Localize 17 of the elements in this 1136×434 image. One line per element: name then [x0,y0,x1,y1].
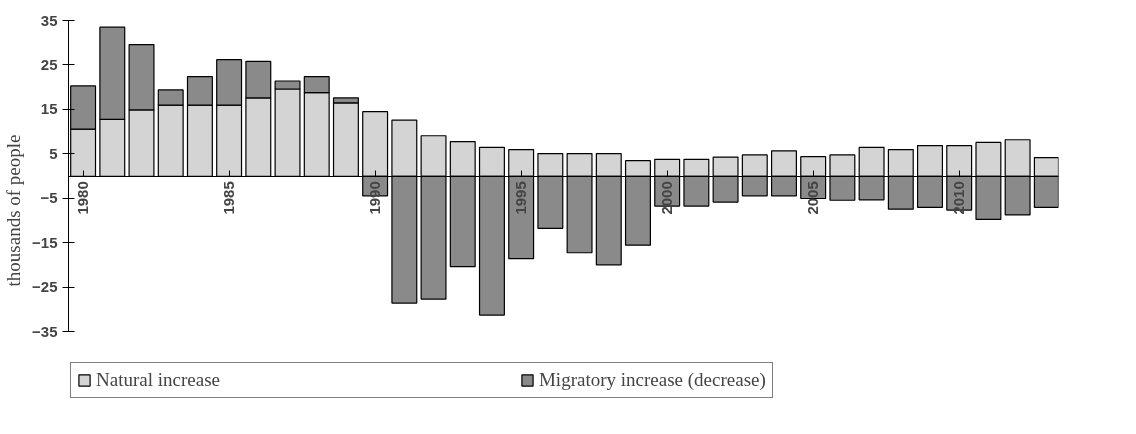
x-tick-label: 1985 [220,181,238,215]
y-tick-label: 25 [40,56,58,73]
y-axis-title: thousands of people [3,134,25,287]
y-tick-label: −35 [32,322,58,340]
x-tick-label: 2000 [658,181,676,215]
x-tick-label: 1995 [512,181,530,215]
y-tick-label: −15 [32,233,58,251]
y-tick-label: −5 [40,189,58,207]
y-tick-label: 5 [49,144,58,162]
x-tick-label: 2005 [804,181,822,215]
y-tick-label: −25 [32,278,58,296]
legend-label: Migratory increase (decrease) [538,369,766,391]
y-tick-label: 35 [40,11,58,29]
y-tick-label: 15 [40,100,58,118]
x-tick-label: 1980 [74,181,92,215]
x-tick-label: 1990 [366,181,384,215]
legend-label: Natural increase [96,369,220,391]
